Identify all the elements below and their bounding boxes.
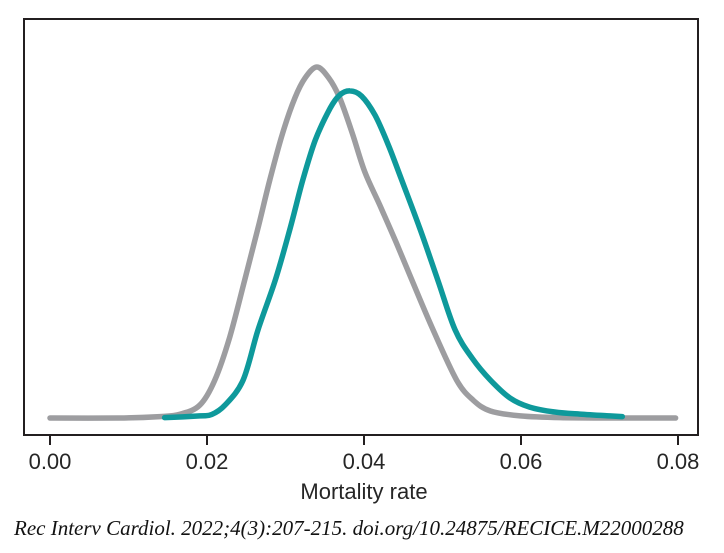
- x-tick-label: 0.02: [185, 449, 229, 474]
- x-tick-label: 0.06: [499, 449, 543, 474]
- citation: Rec Interv Cardiol. 2022;4(3):207-215. d…: [14, 516, 684, 540]
- teal-density-curve: [161, 88, 626, 421]
- x-tick-label: 0.00: [28, 449, 72, 474]
- gray-density-curve: [47, 64, 679, 421]
- x-tick-label: 0.04: [342, 449, 386, 474]
- x-axis-label: Mortality rate: [300, 479, 428, 504]
- x-tick-label: 0.08: [656, 449, 700, 474]
- plot-border: [23, 18, 699, 436]
